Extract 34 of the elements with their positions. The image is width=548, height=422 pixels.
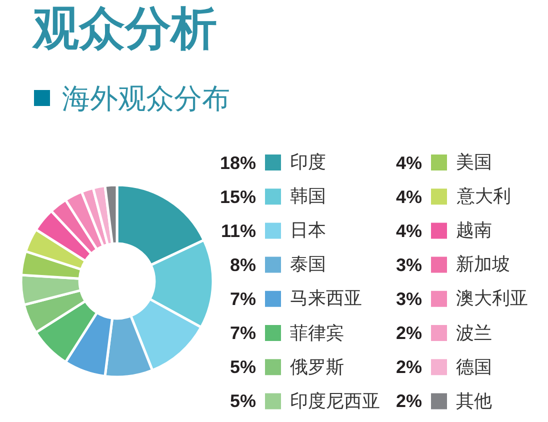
data-label: 4% (396, 187, 422, 207)
data-label: 7% (230, 323, 256, 343)
legend-label: 印度尼西亚 (290, 391, 380, 412)
data-label: 2% (396, 323, 422, 343)
data-label: 2% (396, 391, 422, 411)
legend-label: 意大利 (456, 186, 511, 207)
legend-label: 越南 (456, 220, 492, 241)
data-label: 18% (220, 153, 256, 173)
legend-label: 波兰 (456, 323, 492, 344)
legend-label: 马来西亚 (290, 288, 362, 309)
legend-label: 澳大利亚 (456, 288, 528, 309)
chart-subtitle: 海外观众分布 (62, 82, 230, 115)
data-label: 2% (396, 357, 422, 377)
data-label: 3% (396, 255, 422, 275)
data-label: 11% (221, 221, 256, 241)
data-label: 7% (230, 289, 256, 309)
data-label: 15% (220, 187, 256, 207)
data-label: 4% (396, 153, 422, 173)
legend-label: 韩国 (290, 186, 326, 207)
data-label: 5% (230, 391, 256, 411)
legend-label: 日本 (290, 220, 326, 241)
data-label: 5% (230, 357, 256, 377)
legend-label: 菲律宾 (290, 323, 344, 344)
legend-label: 俄罗斯 (290, 357, 344, 378)
chart-title: 观众分析 (31, 1, 217, 56)
data-label: 4% (396, 221, 422, 241)
data-label: 3% (396, 289, 422, 309)
legend-label: 德国 (456, 357, 492, 378)
legend-label: 印度 (290, 152, 326, 173)
legend-label: 泰国 (290, 254, 326, 275)
legend-label: 新加坡 (456, 254, 510, 275)
data-label: 8% (230, 255, 256, 275)
legend-label: 其他 (456, 391, 492, 412)
legend-label: 美国 (456, 152, 492, 173)
